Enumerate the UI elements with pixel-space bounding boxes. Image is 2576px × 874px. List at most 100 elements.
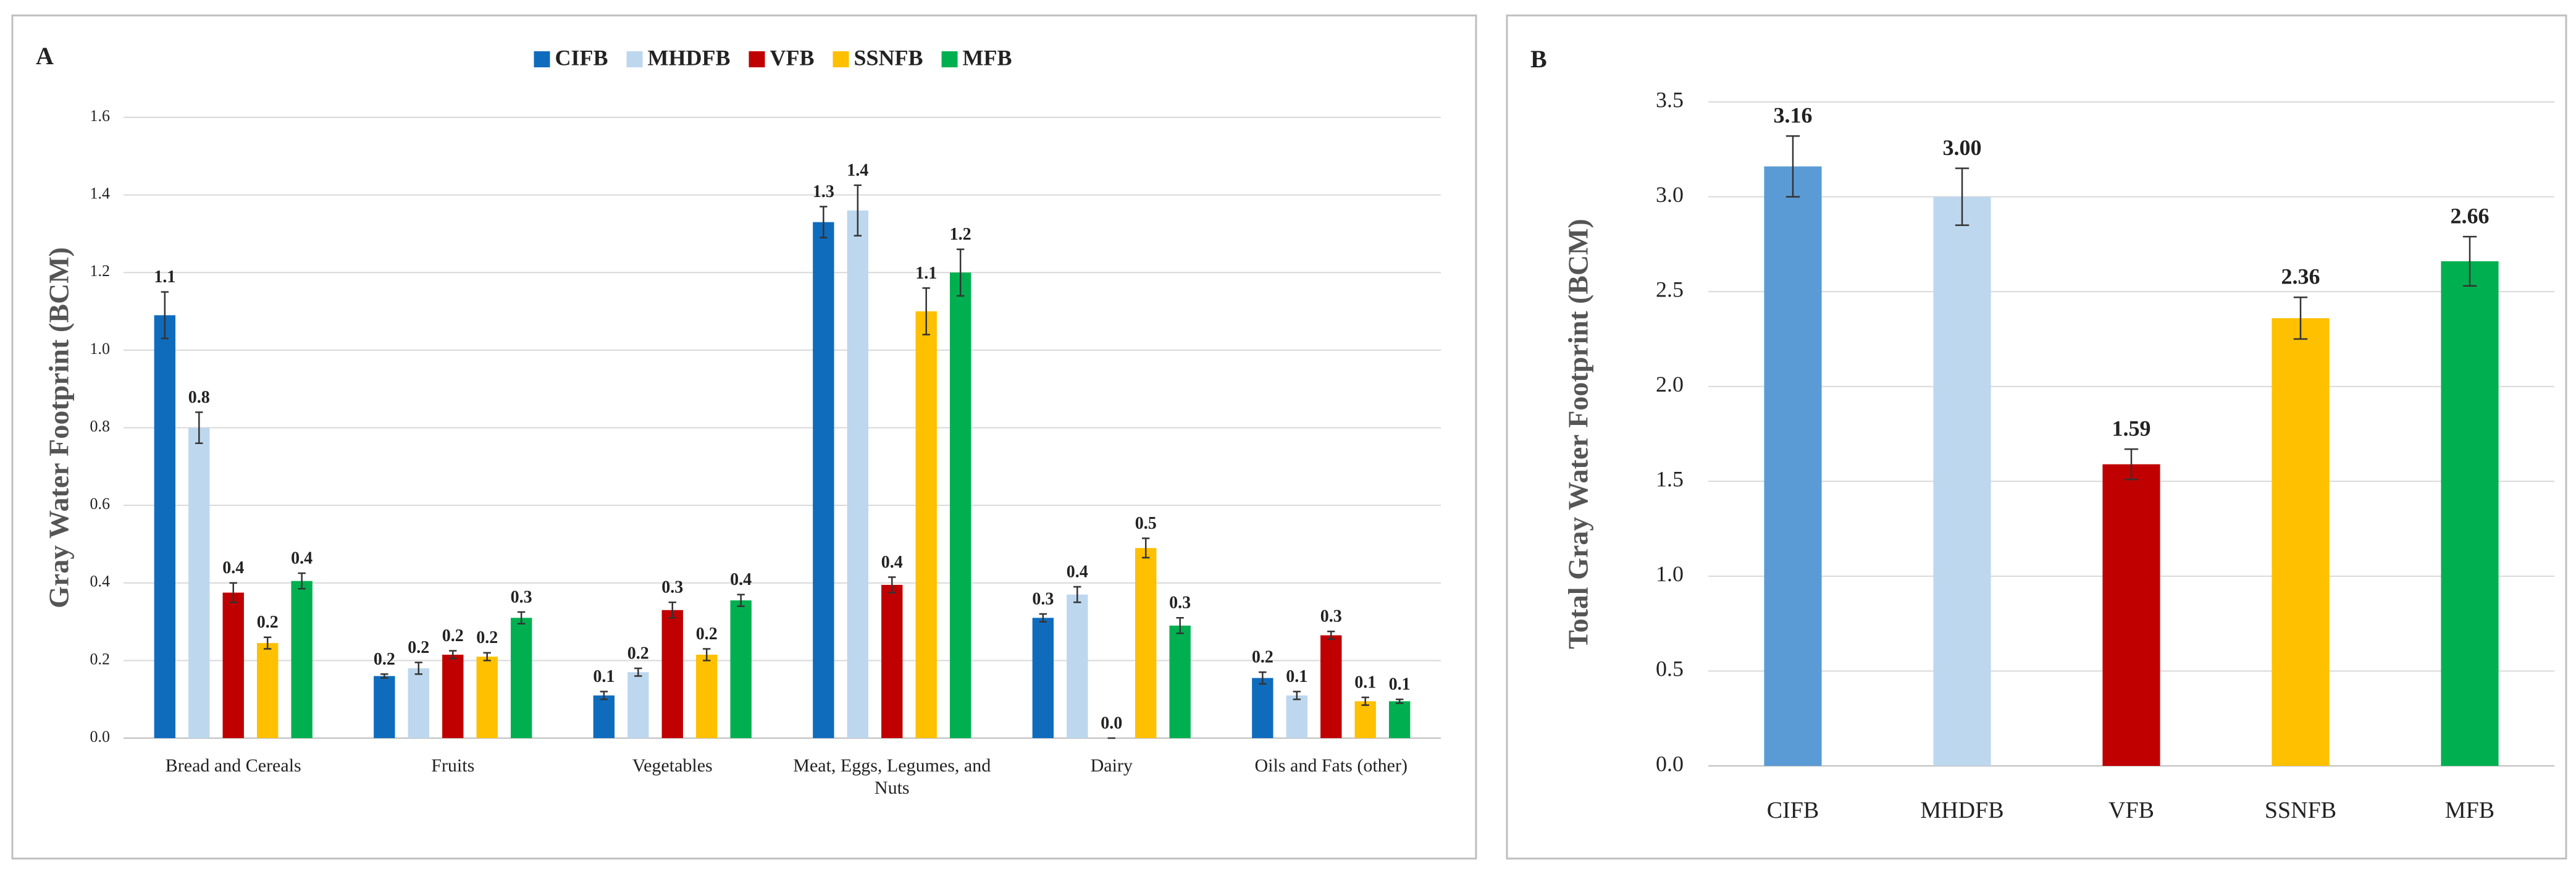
error-bar (1293, 691, 1301, 700)
error-bar (229, 582, 237, 603)
bar (2102, 464, 2160, 766)
value-label: 0.4 (222, 558, 244, 578)
bar (847, 210, 868, 738)
y-axis-label: Total Gray Water Footprint (BCM) (1562, 219, 1594, 649)
x-tick-label: Oils and Fats (other) (1254, 755, 1408, 776)
bar (2441, 261, 2499, 766)
value-label: 0.2 (257, 613, 279, 632)
value-label: 0.1 (1286, 667, 1307, 686)
x-tick-label-box: Dairy (1090, 755, 1133, 776)
y-tick-label: 0.0 (90, 728, 111, 746)
value-label: 0.5 (1135, 514, 1157, 533)
value-label: 0.4 (881, 553, 903, 572)
x-tick-label: MFB (2444, 797, 2495, 823)
y-tick-label: 0.4 (90, 573, 111, 590)
value-label: 0.2 (627, 644, 649, 663)
x-tick-label: SSNFB (2264, 797, 2337, 823)
error-bar (1395, 698, 1404, 704)
error-bar (2293, 296, 2308, 340)
error-bar (888, 576, 896, 594)
bar (222, 592, 244, 738)
x-tick-label: Vegetables (632, 755, 713, 776)
error-bar (634, 667, 642, 677)
x-tick-label: MHDFB (1920, 797, 2004, 823)
legend-label: SSNFB (854, 45, 923, 70)
value-label: 0.2 (442, 626, 464, 645)
bar (154, 315, 176, 738)
x-tick-label-box: Bread and Cereals (165, 755, 301, 776)
legend-swatch (833, 51, 849, 67)
y-tick-label: 2.0 (1656, 372, 1684, 397)
error-bar (703, 648, 711, 662)
panel-a-frame (11, 14, 1477, 860)
bar (881, 584, 903, 738)
value-label: 0.2 (1252, 648, 1273, 667)
y-axis-label: Gray Water Footprint (BCM) (43, 247, 75, 608)
x-tick-label: Bread and Cereals (165, 755, 301, 776)
y-tick-label: 0.6 (90, 495, 111, 513)
y-tick-label: 1.4 (90, 185, 111, 203)
x-tick-label: Dairy (1090, 755, 1133, 776)
error-bar (414, 662, 422, 675)
error-bar (1785, 135, 1800, 198)
value-label: 0.0 (1101, 713, 1122, 733)
error-bar (737, 594, 745, 607)
x-tick-label-box: MFB (2444, 797, 2495, 823)
bar (627, 672, 649, 738)
error-bar (161, 291, 169, 340)
y-tick-label: 0.0 (1656, 751, 1684, 776)
bar (661, 610, 683, 738)
bar (1354, 701, 1376, 738)
x-tick-label-box: CIFB (1766, 797, 1819, 823)
bar (915, 311, 937, 738)
value-label: 0.3 (1169, 594, 1191, 613)
value-label: 0.3 (661, 578, 683, 597)
error-bar (517, 611, 526, 624)
value-label: 0.2 (374, 650, 395, 669)
legend-label: MHDFB (648, 45, 731, 70)
y-tick-label: 0.8 (90, 417, 111, 435)
value-label: 1.1 (154, 267, 175, 287)
bar (1252, 678, 1273, 738)
value-label: 1.2 (950, 225, 971, 244)
value-label: 3.00 (1943, 135, 1982, 160)
bar (1388, 701, 1411, 738)
x-tick-label-box: Oils and Fats (other) (1254, 755, 1408, 776)
bar (1764, 166, 1822, 766)
bar (188, 427, 210, 738)
value-label: 1.1 (915, 264, 937, 283)
value-label: 3.16 (1774, 103, 1813, 128)
x-tick-label: CIFB (1766, 797, 1819, 823)
error-bar (1142, 537, 1150, 559)
error-bar (1327, 631, 1335, 641)
error-bar (1039, 613, 1047, 623)
y-tick-label: 1.0 (90, 340, 111, 358)
y-tick-label: 0.5 (1656, 657, 1684, 681)
bar (291, 581, 313, 738)
error-bar (195, 411, 203, 444)
x-tick-label: VFB (2108, 797, 2154, 823)
legend-swatch (941, 51, 958, 67)
y-axis-label-box: Gray Water Footprint (BCM) (43, 247, 75, 608)
bar (257, 643, 279, 738)
y-tick-label: 2.5 (1656, 277, 1684, 301)
value-label: 0.4 (1067, 562, 1088, 581)
value-label: 2.66 (2451, 203, 2490, 228)
value-label: 2.36 (2281, 264, 2320, 289)
x-tick-label-box: SSNFB (2264, 797, 2337, 823)
error-bar (854, 184, 862, 237)
legend-label: VFB (770, 45, 814, 70)
error-bar (1073, 586, 1081, 603)
panel-label: B (1530, 45, 1547, 73)
error-bar (483, 652, 491, 662)
error-bar (1176, 617, 1184, 634)
value-label: 0.4 (730, 570, 752, 589)
bar (813, 222, 834, 738)
panel-label: A (36, 42, 54, 70)
x-tick-label: Fruits (431, 755, 475, 776)
legend-swatch (626, 51, 643, 67)
error-bar (449, 650, 457, 660)
value-label: 0.3 (511, 587, 532, 607)
value-label: 0.1 (1389, 675, 1411, 694)
